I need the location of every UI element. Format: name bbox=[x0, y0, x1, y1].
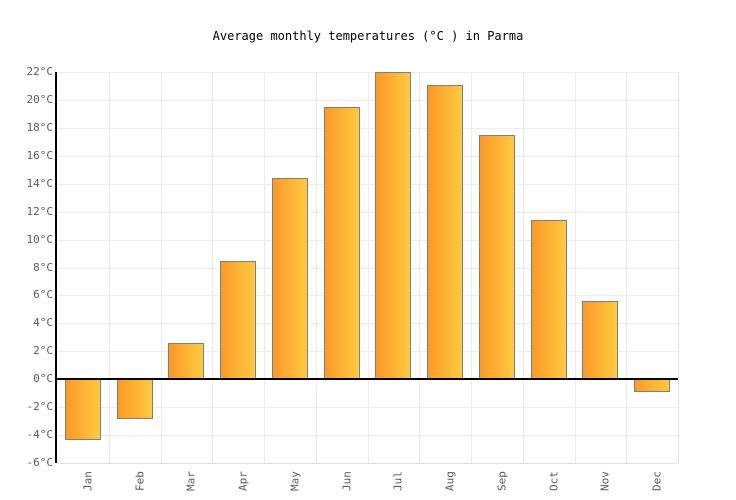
gridline-horizontal-18 bbox=[57, 128, 678, 129]
gridline-vertical-6 bbox=[368, 72, 369, 463]
bar-jun bbox=[324, 107, 360, 379]
y-axis-label-22: 22°C bbox=[26, 65, 54, 78]
bar-may bbox=[272, 178, 308, 379]
x-axis-label-sep: Sep bbox=[495, 471, 509, 491]
gridline-vertical-10 bbox=[575, 72, 576, 463]
chart-title: Average monthly temperatures (°C ) in Pa… bbox=[212, 29, 524, 43]
y-axis-label-6: 6°C bbox=[33, 288, 53, 301]
x-axis-label-jan: Jan bbox=[81, 471, 95, 491]
bar-oct bbox=[531, 220, 567, 379]
gridline-horizontal--4 bbox=[57, 435, 678, 436]
y-axis-label-16: 16°C bbox=[26, 149, 54, 162]
gridline-horizontal-12 bbox=[57, 212, 678, 213]
bar-dec bbox=[634, 379, 670, 392]
gridline-horizontal-16 bbox=[57, 156, 678, 157]
x-axis-label-jun: Jun bbox=[340, 471, 354, 491]
gridline-horizontal--2 bbox=[57, 407, 678, 408]
y-axis-label-12: 12°C bbox=[26, 205, 54, 218]
gridline-vertical-5 bbox=[316, 72, 317, 463]
zero-axis-line bbox=[57, 378, 678, 380]
x-axis-label-mar: Mar bbox=[184, 471, 198, 491]
gridline-horizontal-22 bbox=[57, 72, 678, 73]
y-axis-label--4: -4°C bbox=[26, 428, 54, 441]
y-axis-label-20: 20°C bbox=[26, 93, 54, 106]
x-axis-label-apr: Apr bbox=[236, 471, 250, 491]
x-axis-label-jul: Jul bbox=[391, 471, 405, 491]
gridline-horizontal-2 bbox=[57, 351, 678, 352]
bar-nov bbox=[582, 301, 618, 379]
bar-aug bbox=[427, 85, 463, 380]
y-axis-label-0: 0°C bbox=[33, 372, 53, 385]
gridline-horizontal-8 bbox=[57, 268, 678, 269]
gridline-vertical-4 bbox=[264, 72, 265, 463]
x-axis-label-feb: Feb bbox=[133, 471, 147, 491]
bar-apr bbox=[220, 261, 256, 380]
bar-jan bbox=[65, 379, 101, 440]
bar-sep bbox=[479, 135, 515, 379]
gridline-vertical-1 bbox=[109, 72, 110, 463]
bar-mar bbox=[168, 343, 204, 379]
x-axis-label-aug: Aug bbox=[443, 471, 457, 491]
y-axis-label-10: 10°C bbox=[26, 233, 54, 246]
gridline-vertical-12 bbox=[678, 72, 679, 463]
x-axis-label-may: May bbox=[288, 471, 302, 491]
gridline-horizontal--6 bbox=[57, 463, 678, 464]
gridline-horizontal-14 bbox=[57, 184, 678, 185]
gridline-vertical-2 bbox=[161, 72, 162, 463]
gridline-vertical-11 bbox=[626, 72, 627, 463]
y-axis-label-4: 4°C bbox=[33, 316, 53, 329]
y-axis-label-14: 14°C bbox=[26, 177, 54, 190]
y-axis-label--6: -6°C bbox=[26, 456, 54, 469]
gridline-vertical-9 bbox=[523, 72, 524, 463]
gridline-vertical-7 bbox=[419, 72, 420, 463]
y-axis-line bbox=[55, 72, 57, 463]
gridline-horizontal-4 bbox=[57, 323, 678, 324]
x-axis-label-nov: Nov bbox=[598, 471, 612, 491]
gridline-vertical-3 bbox=[212, 72, 213, 463]
gridline-vertical-8 bbox=[471, 72, 472, 463]
gridline-horizontal-20 bbox=[57, 100, 678, 101]
y-axis-label--2: -2°C bbox=[26, 400, 54, 413]
y-axis-label-8: 8°C bbox=[33, 261, 53, 274]
bar-feb bbox=[117, 379, 153, 419]
bar-jul bbox=[375, 72, 411, 379]
gridline-horizontal-6 bbox=[57, 295, 678, 296]
x-axis-label-oct: Oct bbox=[547, 471, 561, 491]
gridline-horizontal-10 bbox=[57, 240, 678, 241]
y-axis-label-2: 2°C bbox=[33, 344, 53, 357]
x-axis-label-dec: Dec bbox=[650, 471, 664, 491]
y-axis-label-18: 18°C bbox=[26, 121, 54, 134]
